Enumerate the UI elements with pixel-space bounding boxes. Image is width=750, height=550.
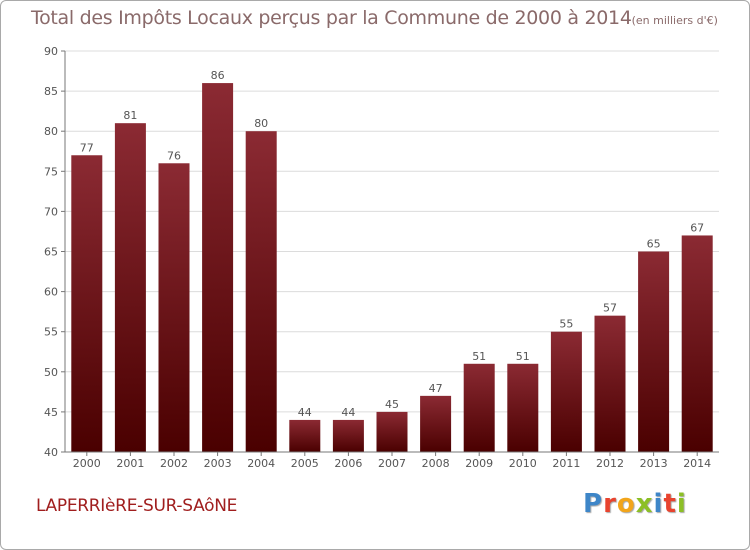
x-tick-label-2000: 2000: [73, 457, 101, 470]
x-tick-label-2014: 2014: [683, 457, 711, 470]
bar-2014[interactable]: [681, 235, 713, 452]
y-tick-label: 70: [44, 205, 58, 218]
proxiti-logo[interactable]: Proxiti: [583, 489, 687, 519]
bar-value-label-2004: 80: [254, 117, 268, 130]
bar-2000[interactable]: [71, 155, 103, 452]
x-tick-label-2008: 2008: [422, 457, 450, 470]
x-tick-label-2010: 2010: [509, 457, 537, 470]
bar-2009[interactable]: [463, 363, 495, 452]
x-tick-label-2012: 2012: [596, 457, 624, 470]
bar-2013[interactable]: [638, 251, 670, 453]
logo-letter-0: P: [583, 489, 604, 519]
x-tick-label-2004: 2004: [247, 457, 275, 470]
x-tick-label-2003: 2003: [204, 457, 232, 470]
bar-2001[interactable]: [114, 123, 146, 453]
x-tick-label-2001: 2001: [116, 457, 144, 470]
bar-2012[interactable]: [594, 315, 626, 452]
bar-2005[interactable]: [289, 419, 321, 452]
y-tick-label: 50: [44, 366, 58, 379]
x-tick-label-2002: 2002: [160, 457, 188, 470]
x-tick-label-2005: 2005: [291, 457, 319, 470]
bar-value-label-2012: 57: [603, 302, 617, 315]
logo-letter-3: x: [635, 489, 654, 519]
bar-2007[interactable]: [376, 411, 408, 452]
y-tick-label: 40: [44, 446, 58, 459]
bar-2011[interactable]: [550, 331, 582, 452]
commune-name: LAPERRIèRE-SUR-SAôNE: [36, 496, 238, 516]
bar-value-label-2009: 51: [472, 350, 486, 363]
bar-2010[interactable]: [507, 363, 539, 452]
bar-value-label-2014: 67: [690, 221, 704, 234]
x-tick-label-2006: 2006: [334, 457, 362, 470]
bar-2004[interactable]: [245, 131, 277, 452]
x-tick-label-2007: 2007: [378, 457, 406, 470]
bar-value-label-2002: 76: [167, 149, 181, 162]
logo-letter-6: i: [676, 489, 687, 519]
bar-value-label-2010: 51: [516, 350, 530, 363]
y-tick-label: 75: [44, 165, 58, 178]
chart-title-main: Total des Impôts Locaux perçus par la Co…: [31, 7, 632, 29]
bar-value-label-2000: 77: [80, 141, 94, 154]
bar-2002[interactable]: [158, 163, 190, 452]
logo-letter-4: i: [653, 489, 664, 519]
y-tick-label: 85: [44, 85, 58, 98]
bar-value-label-2006: 44: [341, 406, 355, 419]
y-tick-label: 55: [44, 326, 58, 339]
y-tick-label: 90: [44, 45, 58, 58]
bar-2008[interactable]: [420, 395, 452, 452]
logo-letter-2: o: [616, 489, 636, 519]
y-tick-label: 60: [44, 286, 58, 299]
bar-value-label-2003: 86: [211, 69, 225, 82]
bar-value-label-2007: 45: [385, 398, 399, 411]
bar-2006[interactable]: [332, 419, 364, 452]
x-tick-label-2009: 2009: [465, 457, 493, 470]
y-tick-label: 65: [44, 246, 58, 259]
logo-letter-1: r: [603, 489, 617, 519]
bar-value-label-2001: 81: [123, 109, 137, 122]
bar-2003[interactable]: [202, 83, 234, 452]
y-tick-label: 80: [44, 125, 58, 138]
x-tick-label-2011: 2011: [552, 457, 580, 470]
chart-title-unit: (en milliers d'€): [631, 14, 718, 27]
logo-letter-5: t: [663, 489, 677, 519]
chart-title: Total des Impôts Locaux perçus par la Co…: [31, 7, 718, 29]
bar-value-label-2008: 47: [429, 382, 443, 395]
bar-value-label-2013: 65: [647, 238, 661, 251]
bar-value-label-2005: 44: [298, 406, 312, 419]
x-tick-label-2013: 2013: [640, 457, 668, 470]
y-tick-label: 45: [44, 406, 58, 419]
bar-value-label-2011: 55: [559, 318, 573, 331]
